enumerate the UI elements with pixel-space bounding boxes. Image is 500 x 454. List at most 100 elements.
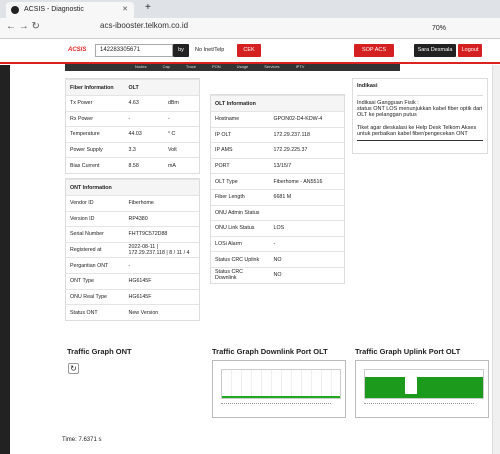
detail: status ONT LOS menunjukkan kabel fiber o…: [357, 106, 483, 118]
row: ONT Type HG6145F: [66, 272, 199, 290]
value: [269, 204, 344, 221]
label: Status ONT: [66, 304, 125, 321]
panel-title: Fiber Information: [66, 79, 125, 96]
value: 44.03: [124, 126, 164, 143]
logo: ACSIS: [68, 47, 87, 53]
value: FHTT9C572D88: [124, 226, 199, 243]
value: HG6145F: [124, 288, 199, 305]
row: IP OLT 172.29.237.118: [211, 126, 344, 143]
row: Fiber Length 6681 M: [211, 188, 344, 206]
label: ONU Admin Status: [211, 204, 270, 221]
graph-image: [355, 360, 489, 418]
graph-title: Traffic Graph ONT: [67, 347, 132, 356]
label: Bias Current: [66, 157, 125, 174]
indikasi-panel: Indikasi Indikasi Gangguan Fisik : statu…: [352, 78, 488, 154]
label: Hostname: [211, 111, 270, 128]
logout-button[interactable]: Logout: [458, 44, 482, 57]
row: ONU Admin Status: [211, 204, 344, 221]
graph-title: Traffic Graph Uplink Port OLT: [355, 347, 461, 356]
row: Version ID RP4380: [66, 210, 199, 227]
panel-title: ONT Information: [66, 179, 199, 196]
row: Pergantian ONT -: [66, 257, 199, 274]
row: PORT 13/15/7: [211, 157, 344, 174]
label: Status CRC Downlink: [211, 266, 270, 284]
header-row: ONT Information: [66, 179, 199, 196]
by-button[interactable]: by: [173, 44, 189, 57]
zoom-level: 70%: [432, 25, 447, 32]
nav-tab[interactable]: Services: [264, 64, 280, 69]
new-tab[interactable]: +: [145, 2, 151, 13]
row: ONU Link Status LOS: [211, 220, 344, 237]
value: -: [124, 257, 199, 274]
tab-row: Nodes Cap Trace PON Usage Services IPTV: [65, 64, 400, 71]
label: ONU Real Type: [66, 288, 125, 305]
nav-tab[interactable]: Trace: [185, 64, 196, 69]
row: Status CRC Uplink NO: [211, 251, 344, 268]
panel-title: OLT Information: [211, 95, 344, 112]
label: Vendor ID: [66, 195, 125, 212]
row: Hostname GPON02-D4-KDW-4: [211, 111, 344, 128]
value: -: [269, 235, 344, 252]
label: Pergantian ONT: [66, 257, 125, 274]
value: 2022-08-11 | 172.29.237.118 | 8 / 11 / 4: [124, 241, 199, 258]
refresh-button[interactable]: ↻: [68, 363, 79, 374]
row: ONU Real Type HG6145F: [66, 288, 199, 305]
column-head: OLT: [124, 79, 199, 96]
value: 13/15/7: [269, 157, 344, 174]
row: Bias Current 8.58 mA: [66, 157, 199, 174]
nav-tab[interactable]: Usage: [236, 64, 249, 69]
nav-tab[interactable]: IPTV: [295, 64, 305, 69]
header-row: OLT Information: [211, 95, 344, 112]
label: Temperature: [66, 126, 125, 143]
row: Tx Power 4.63 dBm: [66, 95, 199, 112]
row: Vendor ID Fiberhome: [66, 195, 199, 212]
value: ° C: [163, 126, 199, 143]
label: Power Supply: [66, 141, 125, 158]
user-button[interactable]: Sara Desmala: [414, 44, 456, 57]
nav-tab[interactable]: Nodes: [135, 64, 147, 69]
type-select[interactable]: No Inet/Telp: [195, 47, 225, 53]
row: OLT Type Fiberhome - AN5516: [211, 173, 344, 190]
graph-image: [212, 360, 346, 418]
label: Registered at: [66, 241, 125, 258]
label: PORT: [211, 157, 270, 174]
row: Status ONT New Version: [66, 304, 199, 321]
address-bar[interactable]: acs-ibooster.telkom.co.id: [100, 21, 189, 30]
value: 172.29.225.37: [269, 142, 344, 159]
row: Status CRC Downlink NO: [211, 266, 344, 284]
row: Temperature 44.03 ° C: [66, 126, 199, 143]
fiber-panel: Fiber Information OLT Tx Power 4.63 dBm Rx Po…: [65, 78, 200, 175]
value: New Version: [124, 304, 199, 321]
label: IP AMS: [211, 142, 270, 159]
value: Fiberhome - AN5516: [269, 173, 344, 190]
nav-tab[interactable]: PON: [211, 64, 221, 69]
label: Tx Power: [66, 95, 125, 112]
label: Version ID: [66, 210, 125, 227]
label: LOSi Alarm: [211, 235, 270, 252]
row: Rx Power - -: [66, 110, 199, 127]
value: RP4380: [124, 210, 199, 227]
value: NO: [269, 266, 344, 284]
label: ONT Type: [66, 272, 125, 290]
tab-title: ACSIS - Diagnostic: [24, 6, 84, 13]
value: dBm: [163, 95, 199, 112]
value: 6681 M: [269, 188, 344, 206]
label: Serial Number: [66, 226, 125, 243]
value: 3.3: [124, 141, 164, 158]
search-input[interactable]: 142283305671: [95, 44, 173, 57]
value: Fiberhome: [124, 195, 199, 212]
header-row: Fiber Information OLT: [66, 79, 199, 96]
value: -: [163, 110, 199, 127]
panel-title: Indikasi: [357, 83, 378, 89]
nav-tab[interactable]: Cap: [162, 64, 170, 69]
browser-tab[interactable]: ACSIS - Diagnostic ✕: [6, 2, 134, 18]
time: Time: 7.6371 s: [62, 437, 102, 443]
sop-button[interactable]: SOP ACS: [354, 44, 394, 57]
row: IP AMS 172.29.225.37: [211, 142, 344, 159]
action: Tiket agar dieskalasi ke Help Desk Telko…: [357, 125, 483, 141]
check-button[interactable]: CEK: [237, 44, 261, 57]
row: Serial Number FHTT9C572D88: [66, 226, 199, 243]
label: ONU Link Status: [211, 220, 270, 237]
row: Power Supply 3.3 Volt: [66, 141, 199, 158]
